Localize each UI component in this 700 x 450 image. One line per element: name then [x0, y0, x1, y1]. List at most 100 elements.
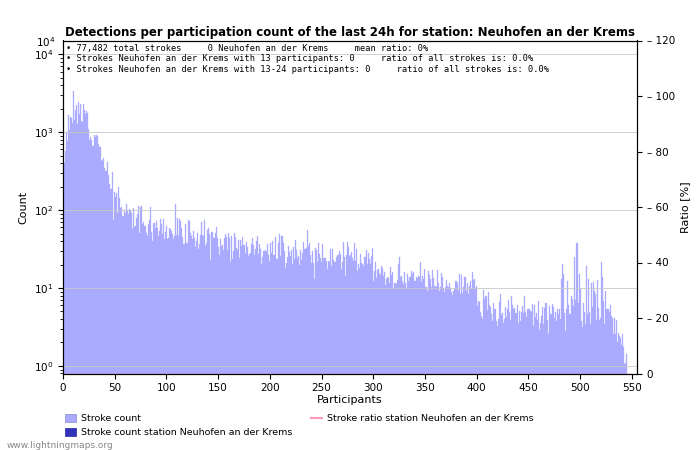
Bar — [319, 254, 320, 450]
Bar — [512, 306, 513, 450]
Bar — [135, 226, 136, 450]
Bar — [293, 248, 294, 450]
Bar — [500, 293, 501, 450]
Bar — [570, 314, 571, 450]
Bar — [497, 326, 498, 450]
Bar — [458, 274, 460, 450]
Bar — [357, 271, 358, 450]
Bar — [74, 120, 75, 450]
Bar — [553, 306, 554, 450]
Bar — [254, 255, 255, 450]
Bar — [569, 314, 570, 450]
Bar — [324, 258, 326, 450]
Bar — [535, 317, 536, 450]
Bar — [561, 279, 562, 450]
Bar — [579, 274, 580, 450]
Bar — [196, 241, 197, 450]
Bar — [318, 243, 319, 450]
Bar — [515, 313, 517, 450]
Bar — [99, 147, 101, 450]
Bar — [616, 320, 617, 450]
Bar — [178, 236, 179, 450]
Bar — [110, 189, 111, 450]
Bar — [502, 313, 503, 450]
Bar — [376, 278, 377, 450]
Bar — [436, 287, 437, 450]
Bar — [573, 306, 575, 450]
Bar — [494, 309, 495, 450]
Bar — [171, 231, 172, 450]
Bar — [214, 233, 216, 450]
Bar — [556, 310, 558, 450]
Bar — [382, 268, 383, 450]
Bar — [225, 234, 226, 450]
Bar — [75, 110, 76, 450]
Bar — [595, 293, 596, 450]
Bar — [349, 256, 350, 450]
Bar — [464, 277, 465, 450]
Bar — [321, 262, 322, 450]
Bar — [499, 302, 500, 450]
Bar — [85, 114, 86, 450]
Bar — [434, 286, 435, 450]
Bar — [309, 255, 311, 450]
Bar — [454, 289, 456, 450]
Bar — [351, 252, 352, 450]
Bar — [173, 239, 174, 450]
Bar — [378, 269, 379, 450]
Bar — [84, 110, 85, 450]
Bar — [558, 314, 559, 450]
Bar — [525, 311, 526, 450]
Bar — [272, 241, 274, 450]
Bar — [257, 237, 258, 450]
Bar — [621, 345, 622, 450]
Bar — [580, 320, 582, 450]
Bar — [415, 281, 416, 450]
Bar — [420, 262, 421, 450]
Bar — [449, 283, 450, 450]
Bar — [229, 238, 230, 450]
Bar — [617, 342, 618, 450]
Bar — [153, 223, 155, 450]
Bar — [235, 237, 236, 450]
Bar — [488, 292, 489, 450]
Bar — [227, 250, 228, 450]
Bar — [232, 259, 233, 450]
Bar — [120, 208, 121, 450]
Bar — [255, 248, 256, 450]
Bar — [76, 105, 77, 450]
Bar — [263, 251, 264, 450]
Bar — [498, 319, 499, 450]
Bar — [348, 247, 349, 450]
Bar — [205, 246, 206, 450]
Bar — [623, 347, 624, 450]
Bar — [592, 307, 593, 450]
Bar — [377, 270, 378, 450]
Bar — [320, 258, 321, 450]
Bar — [552, 304, 553, 450]
Bar — [345, 276, 346, 450]
Bar — [591, 283, 592, 450]
Bar — [448, 288, 449, 450]
Bar — [511, 297, 512, 450]
Bar — [409, 277, 410, 450]
Bar — [71, 118, 72, 450]
Bar — [465, 276, 466, 450]
Bar — [242, 237, 244, 450]
Bar — [411, 271, 412, 450]
Bar — [467, 284, 468, 450]
Bar — [340, 254, 341, 450]
Bar — [586, 266, 587, 450]
Bar — [416, 277, 417, 450]
Bar — [527, 309, 528, 450]
Bar — [142, 224, 144, 450]
Bar — [396, 280, 398, 450]
Bar — [279, 234, 280, 450]
Bar — [118, 187, 120, 450]
Bar — [239, 258, 240, 450]
Bar — [289, 252, 290, 450]
Bar — [78, 102, 79, 450]
Bar — [477, 306, 478, 450]
Bar — [333, 260, 335, 450]
Bar — [513, 309, 514, 450]
